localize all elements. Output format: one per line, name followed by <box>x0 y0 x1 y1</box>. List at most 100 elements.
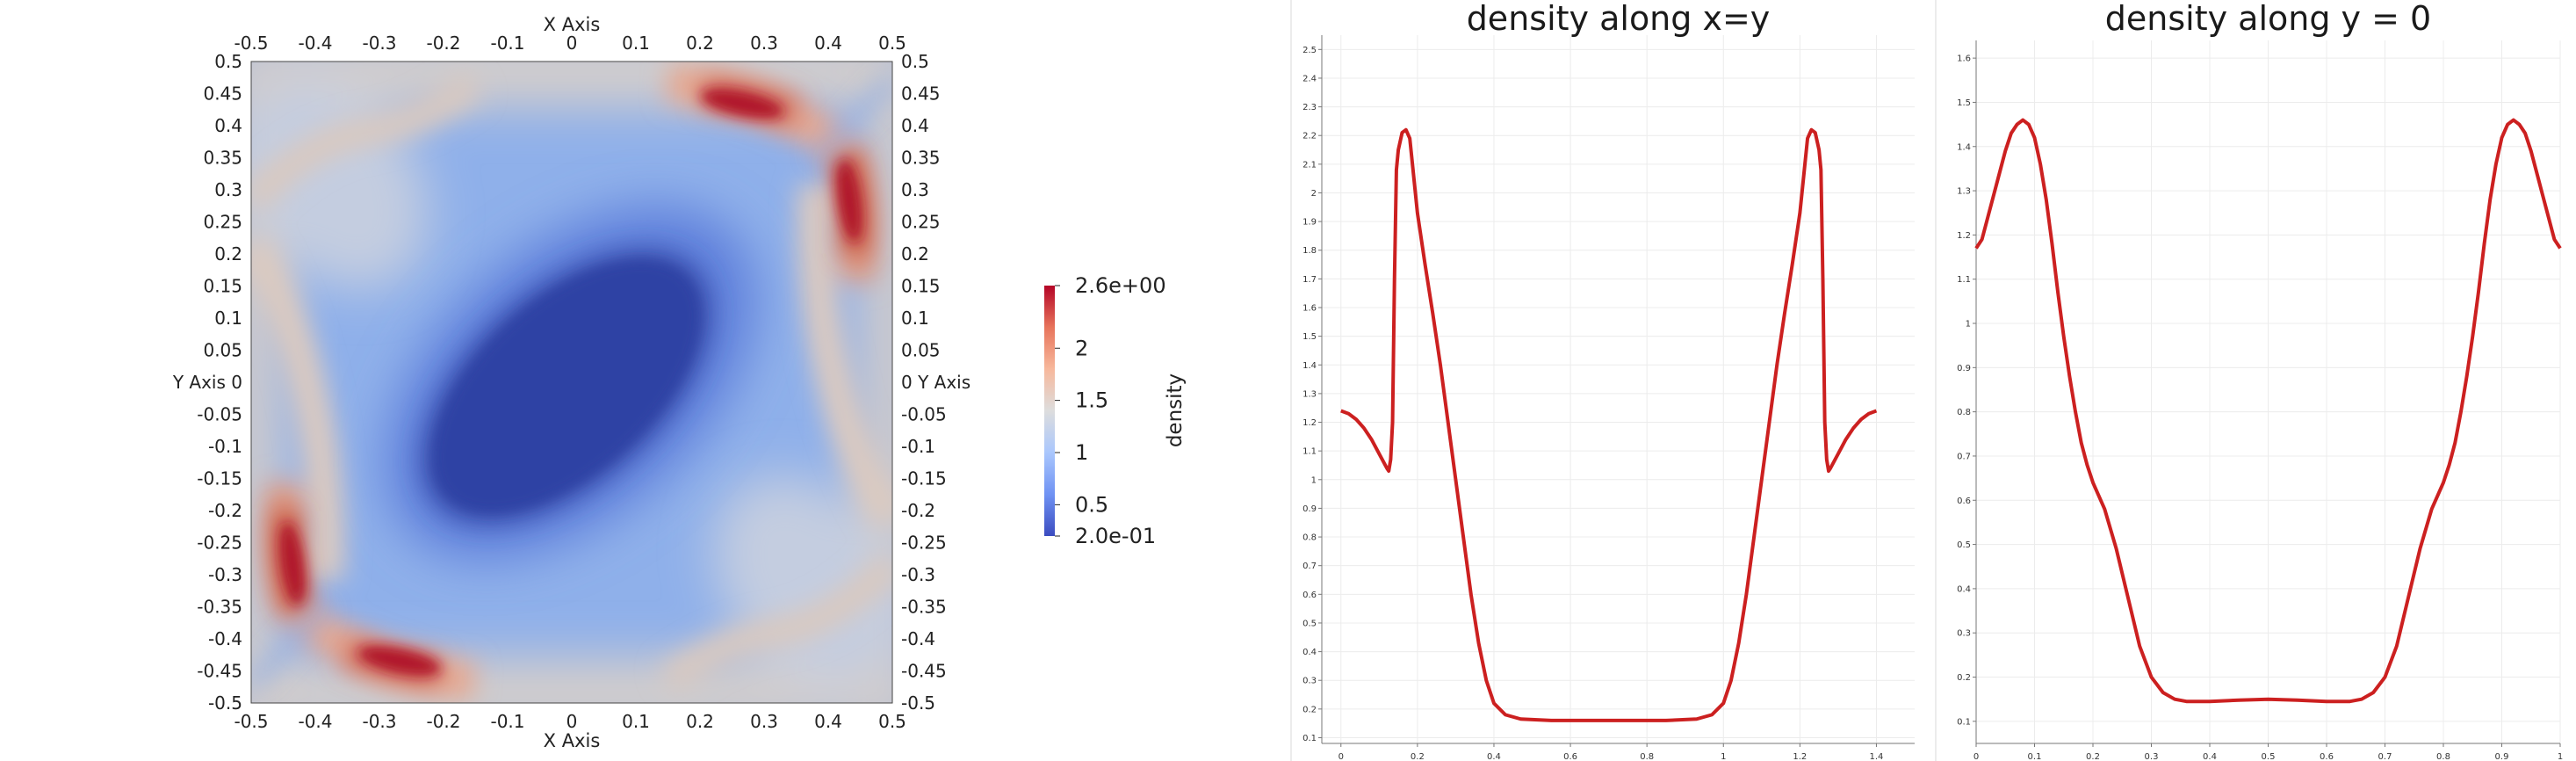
x-tick-label-bottom: -0.1 <box>490 711 524 732</box>
x-tick-label: 0.8 <box>1640 752 1654 761</box>
x-tick-label: 1.4 <box>1869 752 1883 761</box>
x-tick-label: 0 <box>1973 752 1979 761</box>
y-tick-label: 1.8 <box>1302 246 1317 256</box>
y-tick-label-left: 0.05 <box>203 340 242 361</box>
y-tick-label-right: -0.3 <box>901 564 935 585</box>
x-tick-label-top: -0.1 <box>490 33 524 54</box>
y-tick-label-left: 0.3 <box>214 179 242 200</box>
y-tick-label-right: -0.4 <box>901 628 935 649</box>
y-tick-label-right: 0.2 <box>901 243 929 265</box>
x-tick-label: 0.5 <box>2262 752 2276 761</box>
y-axis-label-right: 0 Y Axis <box>901 372 971 393</box>
y-tick-label: 0.7 <box>1957 452 1971 461</box>
colorbar-gradient <box>1044 286 1055 536</box>
y-tick-label-left: -0.1 <box>208 436 242 457</box>
y-tick-label-left: -0.4 <box>208 628 242 649</box>
y-tick-label: 1.7 <box>1302 275 1317 285</box>
x-tick-label: 1 <box>1721 752 1726 761</box>
y-tick-label-left: -0.15 <box>197 468 242 489</box>
colorbar-tick-label: 0.5 <box>1075 492 1108 517</box>
y-tick-label-right: 0.35 <box>901 148 941 169</box>
colorbar-title: density <box>1164 373 1187 447</box>
y-tick-label: 0.2 <box>1302 705 1317 714</box>
y-tick-label-right: 0.15 <box>901 276 941 297</box>
x-tick-label: 1.2 <box>1793 752 1807 761</box>
x-axis-title-bottom: X Axis <box>544 730 601 751</box>
y-tick-label-left: -0.3 <box>208 564 242 585</box>
x-tick-label-bottom: 0.3 <box>750 711 778 732</box>
x-tick-label: 0 <box>1339 752 1344 761</box>
y-tick-label-right: -0.2 <box>901 500 935 521</box>
x-tick-label-top: 0.5 <box>878 33 906 54</box>
y-tick-label: 1.2 <box>1957 231 1971 241</box>
y-tick-label-right: -0.45 <box>901 661 947 682</box>
x-tick-label-bottom: 0.4 <box>814 711 842 732</box>
y-tick-label-right: 0.1 <box>901 308 929 329</box>
y-tick-label-left: 0.5 <box>214 51 242 72</box>
y-tick-label: 1.3 <box>1302 389 1317 399</box>
heatmap-axes: -0.5-0.5-0.4-0.4-0.3-0.3-0.2-0.2-0.1-0.1… <box>172 14 971 751</box>
y-tick-label-left: -0.05 <box>197 404 242 425</box>
colorbar-tick-label: 1 <box>1075 440 1088 465</box>
x-tick-label-top: 0.4 <box>814 33 842 54</box>
colorbar-tick-label: 2.6e+00 <box>1075 273 1166 298</box>
y-tick-label: 1.4 <box>1302 361 1317 371</box>
y-tick-label: 2.2 <box>1302 132 1317 141</box>
x-tick-label-top: -0.5 <box>234 33 268 54</box>
y-tick-label: 1 <box>1966 320 1971 330</box>
y-tick-label-left: 0.45 <box>203 83 242 105</box>
y-tick-label: 1.6 <box>1957 54 1971 64</box>
x-tick-label-bottom: 0.2 <box>686 711 714 732</box>
y-tick-label: 1.6 <box>1302 304 1317 314</box>
y-tick-label: 0.3 <box>1302 677 1317 686</box>
colorbar-tick-label: 1.5 <box>1075 388 1108 413</box>
y-tick-label-left: 0.2 <box>214 243 242 265</box>
plot-density-y0: 0.1 0.2 0.3 0.4 0.5 0.6 0.7 0.8 0.9 1 1.1 1.2 1.3 1.4… <box>1957 0 2563 761</box>
y-tick-label-right: -0.1 <box>901 436 935 457</box>
x-tick-label: 0.9 <box>2495 752 2509 761</box>
x-tick-label-top: -0.3 <box>362 33 396 54</box>
y-tick-label-right: 0.05 <box>901 340 941 361</box>
y-tick-label-right: -0.05 <box>901 404 947 425</box>
x-tick-label: 0.6 <box>2320 752 2334 761</box>
x-tick-label: 1 <box>2558 752 2563 761</box>
x-tick-label-top: 0.3 <box>750 33 778 54</box>
x-tick-label: 0.2 <box>2086 752 2100 761</box>
x-tick-label: 0.4 <box>2203 752 2217 761</box>
y-tick-label-right: -0.15 <box>901 468 947 489</box>
y-tick-label: 0.3 <box>1957 629 1971 639</box>
y-tick-label: 0.6 <box>1302 591 1317 600</box>
y-tick-label-left: -0.35 <box>197 597 242 618</box>
y-tick-label-left: 0.1 <box>214 308 242 329</box>
y-tick-label: 1.9 <box>1302 218 1317 228</box>
x-tick-label: 0.4 <box>1487 752 1501 761</box>
y-tick-label: 1.1 <box>1302 447 1317 457</box>
y-tick-label-left: 0.25 <box>203 212 242 233</box>
y-tick-label: 0.5 <box>1302 619 1317 628</box>
y-tick-label-left: -0.45 <box>197 661 242 682</box>
colorbar-tick-label: 2.0e-01 <box>1075 524 1156 548</box>
x-tick-label-top: 0.1 <box>622 33 650 54</box>
y-tick-label: 0.7 <box>1302 562 1317 571</box>
y-tick-label: 0.6 <box>1957 496 1971 506</box>
y-tick-label-right: 0.25 <box>901 212 941 233</box>
density-line-series <box>1974 118 2562 704</box>
x-tick-label-bottom: -0.4 <box>298 711 332 732</box>
y-tick-label: 1.4 <box>1957 142 1971 152</box>
density-line-series <box>1340 127 1878 722</box>
y-tick-label-left: 0.35 <box>203 148 242 169</box>
x-tick-label: 0.6 <box>1563 752 1577 761</box>
x-tick-label: 0.7 <box>2378 752 2392 761</box>
x-tick-label: 0.1 <box>2028 752 2042 761</box>
y-tick-label-left: -0.5 <box>208 692 242 714</box>
y-tick-label: 0.4 <box>1957 584 1971 594</box>
y-tick-label: 2.3 <box>1302 103 1317 112</box>
heatmap-frame <box>250 61 893 704</box>
y-tick-label: 0.9 <box>1957 364 1971 373</box>
y-tick-label-right: 0.4 <box>901 115 929 136</box>
y-tick-label: 2.4 <box>1302 74 1317 83</box>
y-tick-label: 2.1 <box>1302 160 1317 170</box>
plot-title: density along x=y <box>1467 0 1771 38</box>
y-tick-label: 2.5 <box>1302 46 1317 55</box>
